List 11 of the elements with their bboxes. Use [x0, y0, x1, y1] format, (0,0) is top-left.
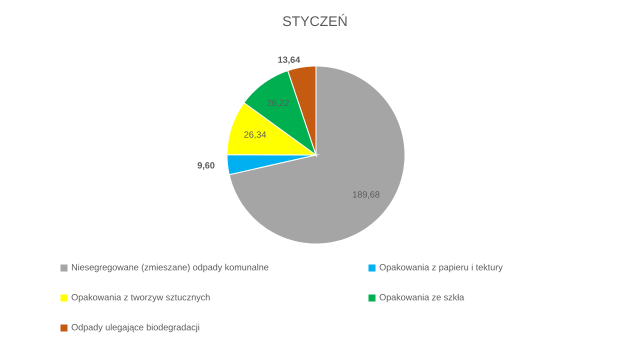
data-label: 13,64: [278, 56, 300, 64]
data-label: 189,68: [353, 191, 380, 199]
legend-label: Opakowania z papieru i tektury: [380, 264, 503, 272]
legend-label: Opakowania ze szkła: [380, 294, 464, 302]
legend-label: Opakowania z tworzyw sztucznych: [72, 294, 210, 302]
legend-label: Odpady ulegające biodegradacji: [72, 324, 200, 332]
data-label: 26,34: [244, 131, 266, 139]
chart-title: STYCZEŃ: [282, 14, 347, 26]
data-label: 9,60: [198, 162, 214, 170]
data-label: 26,22: [267, 100, 289, 108]
legend-label: Niesegregowane (zmieszane) odpady komunalne: [72, 264, 268, 272]
